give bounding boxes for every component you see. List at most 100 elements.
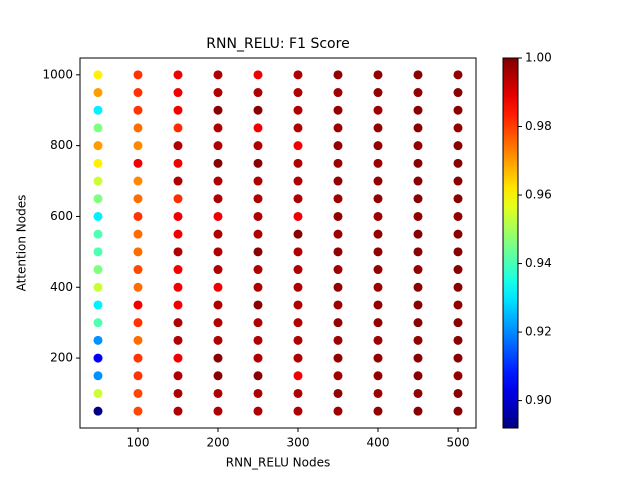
- plot-frame: [79, 57, 477, 429]
- scatter-point: [253, 335, 263, 345]
- y-tick-label: 800: [50, 138, 73, 152]
- scatter-point: [293, 229, 303, 239]
- scatter-point: [133, 318, 143, 328]
- scatter-point: [133, 70, 143, 80]
- scatter-point: [253, 194, 263, 204]
- scatter-point: [133, 211, 143, 221]
- scatter-point: [133, 406, 143, 416]
- scatter-point: [133, 300, 143, 310]
- scatter-point: [293, 388, 303, 398]
- scatter-point: [253, 300, 263, 310]
- scatter-point: [93, 318, 103, 328]
- scatter-point: [93, 388, 103, 398]
- scatter-point: [173, 229, 183, 239]
- colorbar-tick-label: 0.90: [525, 393, 552, 407]
- scatter-point: [213, 335, 223, 345]
- scatter-point: [413, 105, 423, 115]
- scatter-point: [373, 70, 383, 80]
- scatter-point: [453, 194, 463, 204]
- scatter-point: [93, 105, 103, 115]
- scatter-point: [413, 158, 423, 168]
- scatter-point: [373, 282, 383, 292]
- scatter-point: [133, 88, 143, 98]
- scatter-point: [293, 265, 303, 275]
- scatter-point: [333, 353, 343, 363]
- scatter-point: [173, 335, 183, 345]
- scatter-point: [373, 211, 383, 221]
- colorbar-tick-label: 0.98: [525, 119, 552, 133]
- scatter-point: [293, 247, 303, 257]
- scatter-point: [213, 176, 223, 186]
- scatter-point: [413, 300, 423, 310]
- chart-title: RNN_RELU: F1 Score: [206, 36, 349, 52]
- scatter-point: [333, 141, 343, 151]
- scatter-point: [293, 406, 303, 416]
- scatter-point: [333, 318, 343, 328]
- scatter-point: [373, 388, 383, 398]
- scatter-point: [213, 158, 223, 168]
- colorbar-tick-label: 0.94: [525, 256, 552, 270]
- scatter-point: [373, 406, 383, 416]
- scatter-point: [173, 158, 183, 168]
- scatter-point: [293, 70, 303, 80]
- y-tick-label: 1000: [42, 67, 73, 81]
- scatter-point: [93, 371, 103, 381]
- scatter-point: [173, 318, 183, 328]
- scatter-point: [333, 371, 343, 381]
- scatter-point: [213, 406, 223, 416]
- scatter-point: [213, 353, 223, 363]
- y-axis-label: Attention Nodes: [15, 195, 29, 292]
- scatter-point: [453, 388, 463, 398]
- scatter-point: [373, 318, 383, 328]
- scatter-point: [253, 265, 263, 275]
- scatter-point: [333, 265, 343, 275]
- scatter-point: [373, 229, 383, 239]
- scatter-point: [333, 211, 343, 221]
- scatter-point: [133, 265, 143, 275]
- scatter-point: [93, 158, 103, 168]
- scatter-point: [413, 194, 423, 204]
- scatter-point: [93, 70, 103, 80]
- scatter-point: [173, 141, 183, 151]
- scatter-point: [333, 300, 343, 310]
- scatter-point: [93, 141, 103, 151]
- scatter-point: [173, 123, 183, 133]
- scatter-point: [453, 247, 463, 257]
- scatter-point: [133, 123, 143, 133]
- scatter-point: [213, 194, 223, 204]
- scatter-point: [413, 335, 423, 345]
- scatter-point: [213, 211, 223, 221]
- y-tick-label: 200: [50, 351, 73, 365]
- scatter-point: [93, 194, 103, 204]
- scatter-point: [213, 265, 223, 275]
- scatter-point: [413, 371, 423, 381]
- scatter-point: [373, 176, 383, 186]
- scatter-point: [333, 282, 343, 292]
- scatter-point: [333, 247, 343, 257]
- scatter-point: [333, 88, 343, 98]
- scatter-point: [253, 388, 263, 398]
- scatter-point: [253, 141, 263, 151]
- scatter-point: [173, 176, 183, 186]
- scatter-point: [133, 105, 143, 115]
- scatter-point: [293, 318, 303, 328]
- scatter-point: [373, 123, 383, 133]
- scatter-point: [453, 123, 463, 133]
- scatter-point: [293, 105, 303, 115]
- scatter-point: [293, 371, 303, 381]
- scatter-point: [413, 123, 423, 133]
- scatter-point: [253, 282, 263, 292]
- scatter-point: [213, 70, 223, 80]
- scatter-point: [133, 353, 143, 363]
- scatter-point: [413, 211, 423, 221]
- scatter-point: [293, 158, 303, 168]
- scatter-point: [133, 176, 143, 186]
- scatter-point: [453, 318, 463, 328]
- scatter-point: [93, 282, 103, 292]
- scatter-point: [173, 353, 183, 363]
- scatter-point: [453, 265, 463, 275]
- scatter-point: [253, 88, 263, 98]
- scatter-point: [453, 353, 463, 363]
- colorbar: [502, 57, 519, 429]
- scatter-point: [213, 88, 223, 98]
